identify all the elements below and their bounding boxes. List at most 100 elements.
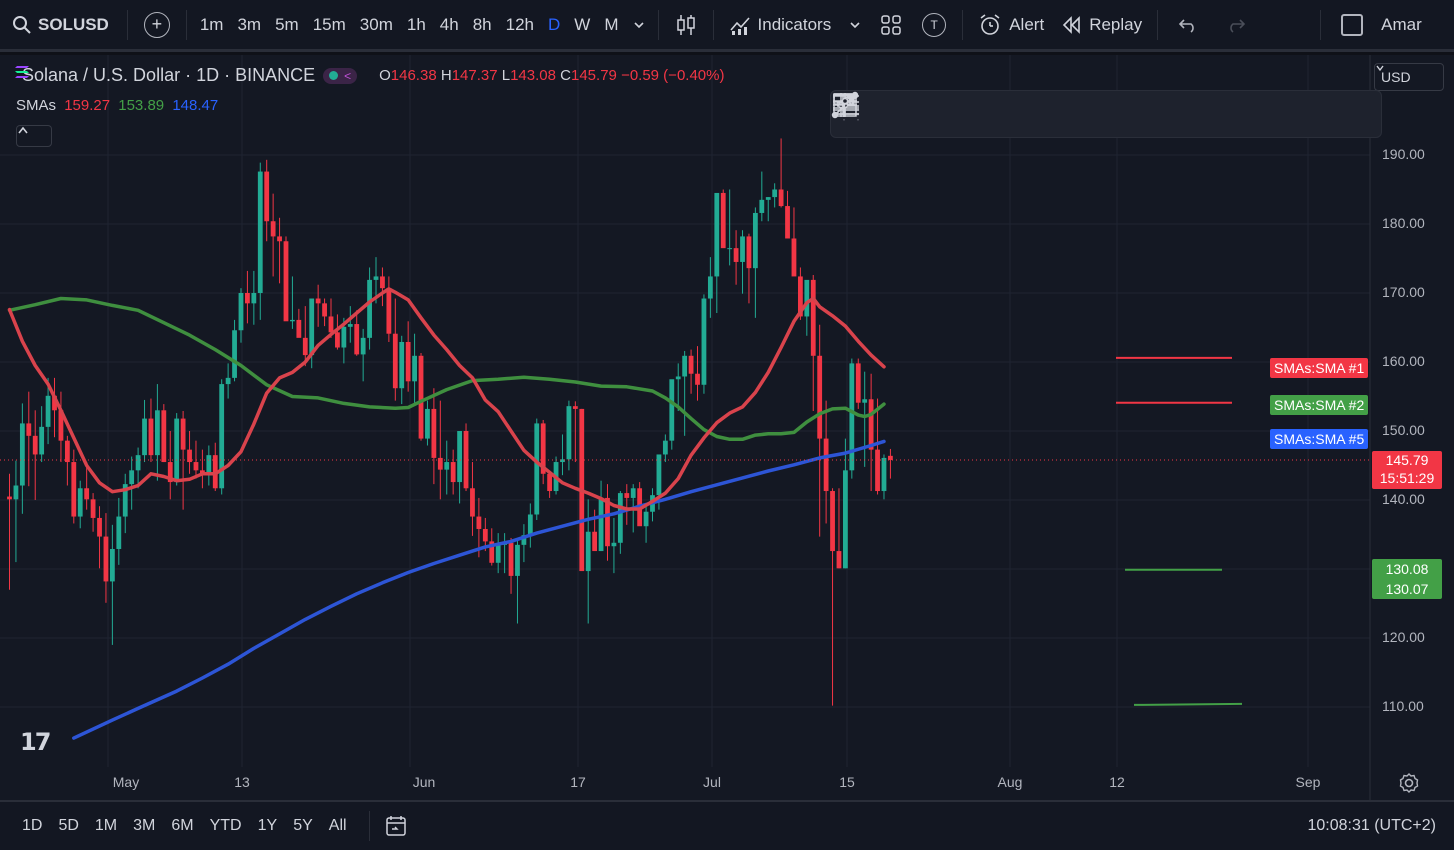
candle-down bbox=[547, 473, 553, 492]
price-chart[interactable] bbox=[0, 55, 1454, 800]
crosshair-line-icon[interactable] bbox=[833, 93, 1274, 134]
candle-up bbox=[19, 423, 25, 486]
candle-up bbox=[109, 548, 115, 582]
horizontal-ray-icon[interactable] bbox=[833, 94, 1321, 134]
close-value: 145.79 bbox=[571, 67, 617, 84]
indicators-button[interactable]: Indicators bbox=[720, 14, 841, 36]
alarm-clock-icon bbox=[978, 13, 1002, 37]
candle-down bbox=[90, 499, 96, 518]
status-badge[interactable]: < bbox=[323, 67, 358, 84]
timeframe-1h[interactable]: 1h bbox=[406, 14, 426, 34]
last-price-tag: 145.79 15:51:29 bbox=[1372, 451, 1442, 489]
candle-down bbox=[405, 341, 411, 382]
rewind-icon bbox=[1062, 15, 1082, 34]
timeframe-30m[interactable]: 30m bbox=[359, 14, 393, 34]
layouts-grid-icon[interactable] bbox=[880, 14, 902, 36]
timeframe-5m[interactable]: 5m bbox=[275, 14, 299, 34]
tradingview-logo[interactable]: 17 bbox=[20, 728, 51, 756]
share-icon: < bbox=[344, 68, 352, 83]
chart-settings-icon[interactable] bbox=[1398, 772, 1420, 794]
candle-up bbox=[129, 470, 135, 485]
undo-icon[interactable] bbox=[1178, 17, 1198, 33]
timeframe-15m[interactable]: 15m bbox=[312, 14, 346, 34]
candle-down bbox=[868, 399, 874, 450]
trend-line-icon[interactable] bbox=[831, 91, 1180, 134]
range-ytd[interactable]: YTD bbox=[209, 817, 242, 834]
replay-button[interactable]: Replay bbox=[1053, 15, 1151, 35]
text-tool-icon[interactable] bbox=[833, 93, 1039, 134]
price-tick: 110.00 bbox=[1382, 698, 1424, 714]
candle-up bbox=[772, 189, 778, 198]
chevron-down-icon[interactable] bbox=[632, 18, 646, 32]
range-3m[interactable]: 3M bbox=[133, 817, 156, 834]
candle-up bbox=[675, 376, 681, 380]
candle-down bbox=[302, 337, 308, 356]
sma1-line bbox=[7, 287, 886, 511]
indicators-icon bbox=[729, 14, 751, 36]
range-5y[interactable]: 5Y bbox=[293, 817, 313, 834]
arrow-icon[interactable] bbox=[834, 93, 1133, 134]
candle-up bbox=[566, 406, 572, 460]
candle-down bbox=[463, 431, 469, 489]
templates-t-icon[interactable]: T bbox=[922, 12, 947, 37]
divider bbox=[712, 9, 714, 40]
candle-up bbox=[598, 497, 604, 552]
candle-down bbox=[380, 276, 385, 289]
timezone-clock[interactable]: 10:08:31 (UTC+2) bbox=[1307, 817, 1436, 834]
candle-down bbox=[746, 236, 752, 269]
timeframe-3m[interactable]: 3m bbox=[237, 14, 262, 34]
currency-select[interactable]: USD bbox=[1374, 63, 1444, 91]
range-1d[interactable]: 1D bbox=[22, 817, 43, 834]
candle-up bbox=[843, 470, 848, 569]
sma-legend[interactable]: SMAs 159.27 153.89 148.47 bbox=[16, 97, 218, 114]
chevron-down-icon[interactable] bbox=[848, 18, 862, 32]
candle-up bbox=[527, 514, 533, 536]
paintbrush-icon[interactable] bbox=[833, 93, 1368, 134]
candle-down bbox=[322, 303, 327, 317]
range-5d[interactable]: 5D bbox=[58, 817, 79, 834]
timeframe-4h[interactable]: 4h bbox=[439, 14, 459, 34]
user-name[interactable]: Amar bbox=[1381, 14, 1422, 34]
range-1y[interactable]: 1Y bbox=[257, 817, 278, 834]
candle-down bbox=[148, 418, 154, 456]
legend-collapse-button[interactable] bbox=[16, 125, 52, 147]
fib-channel-icon[interactable] bbox=[833, 93, 945, 134]
timeframe-12h[interactable]: 12h bbox=[505, 14, 535, 34]
candle-down bbox=[437, 457, 443, 470]
candle-up bbox=[174, 418, 180, 483]
drawing-toolbar: ⋮⋮ bbox=[830, 90, 1382, 138]
candle-down bbox=[270, 221, 276, 237]
candle-up bbox=[752, 212, 758, 269]
alert-button[interactable]: Alert bbox=[969, 13, 1053, 37]
arrow-marker-icon[interactable] bbox=[833, 94, 1086, 134]
candle-chart-type-icon[interactable] bbox=[675, 13, 697, 37]
vertical-line-icon[interactable] bbox=[837, 93, 1227, 134]
chart-pane[interactable]: Solana / U.S. Dollar · 1D · BINANCE < O1… bbox=[0, 55, 1454, 800]
sma2-tag: SMAs:SMA #2 bbox=[1270, 395, 1369, 415]
candle-up bbox=[707, 276, 713, 299]
sma-legend-label: SMAs bbox=[16, 97, 57, 114]
compare-add-icon[interactable]: + bbox=[143, 11, 170, 38]
indicators-label: Indicators bbox=[757, 14, 832, 34]
high-label: H bbox=[440, 67, 452, 84]
candle-up bbox=[457, 431, 462, 483]
range-6m[interactable]: 6M bbox=[171, 817, 194, 834]
timeframe-8h[interactable]: 8h bbox=[472, 14, 492, 34]
go-to-date-icon[interactable] bbox=[384, 814, 408, 838]
timeframe-1m[interactable]: 1m bbox=[199, 14, 224, 34]
time-tick: Jun bbox=[412, 774, 436, 790]
horizontal-lines-icon[interactable] bbox=[833, 94, 992, 134]
range-all[interactable]: All bbox=[328, 817, 347, 834]
close-label: C bbox=[560, 67, 571, 84]
candle-up bbox=[611, 542, 617, 547]
timeframe-m-month[interactable]: M bbox=[604, 14, 619, 34]
range-1m[interactable]: 1M bbox=[94, 817, 118, 834]
time-tick: 12 bbox=[1109, 774, 1125, 790]
candle-up bbox=[39, 426, 45, 455]
timeframe-d[interactable]: D bbox=[548, 14, 561, 34]
candle-down bbox=[489, 541, 495, 563]
timeframe-w[interactable]: W bbox=[574, 14, 591, 34]
symbol-search[interactable]: SOLUSD bbox=[0, 15, 121, 35]
fullscreen-checkbox-icon[interactable] bbox=[1341, 13, 1364, 36]
redo-icon[interactable] bbox=[1226, 17, 1246, 33]
